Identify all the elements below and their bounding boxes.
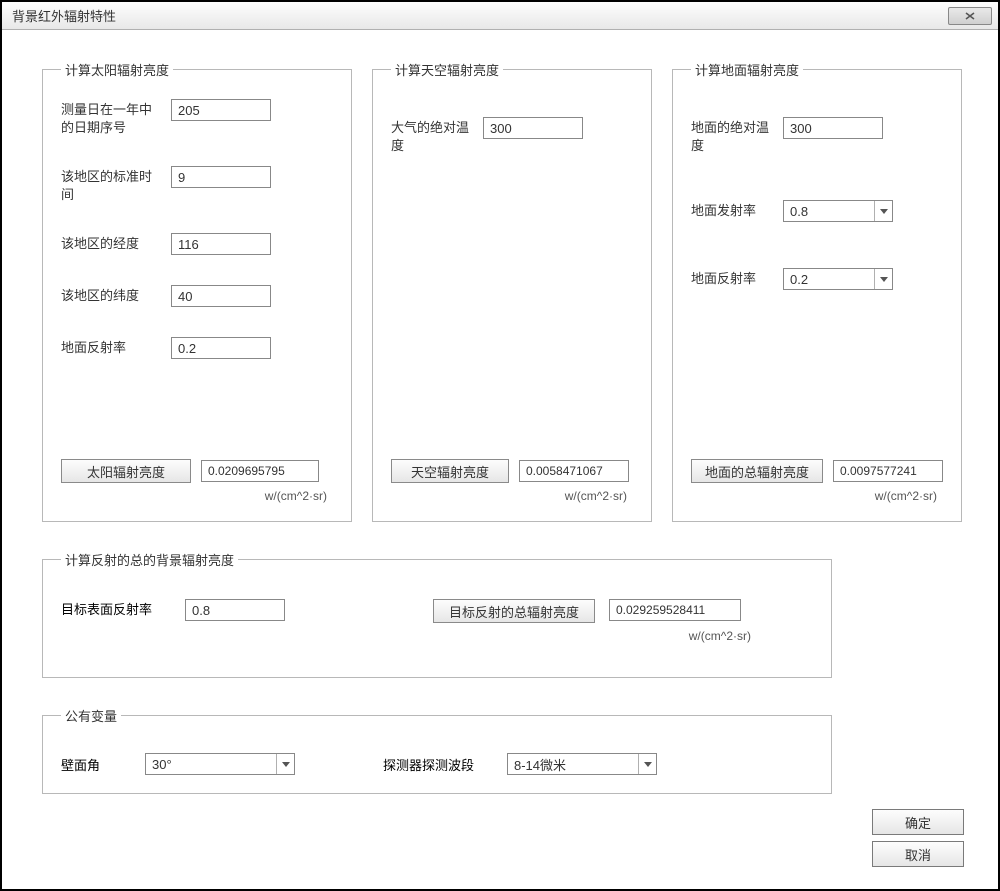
public-band-value: 8-14微米 — [508, 755, 638, 774]
ground-temp-input[interactable] — [783, 117, 883, 139]
chevron-down-icon — [276, 754, 294, 774]
ground-reflect-select[interactable]: 0.2 — [783, 268, 893, 290]
chevron-down-icon — [874, 201, 892, 221]
solar-day-label: 测量日在一年中的日期序号 — [61, 99, 171, 136]
solar-lon-label: 该地区的经度 — [61, 233, 171, 253]
ground-emiss-label: 地面发射率 — [691, 200, 783, 220]
group-solar-legend: 计算太阳辐射亮度 — [61, 60, 173, 79]
titlebar: 背景红外辐射特性 — [2, 2, 998, 30]
solar-reflect-input[interactable] — [171, 337, 271, 359]
ground-temp-label: 地面的绝对温度 — [691, 117, 783, 154]
group-solar: 计算太阳辐射亮度 测量日在一年中的日期序号 该地区的标准时间 该地区的经度 — [42, 60, 352, 522]
public-wall-value: 30° — [146, 757, 276, 772]
solar-lon-input[interactable] — [171, 233, 271, 255]
group-public-legend: 公有变量 — [61, 706, 121, 725]
dialog-content: 计算太阳辐射亮度 测量日在一年中的日期序号 该地区的标准时间 该地区的经度 — [2, 30, 998, 889]
reflect-result-button[interactable]: 目标反射的总辐射亮度 — [433, 599, 595, 623]
public-wall-select[interactable]: 30° — [145, 753, 295, 775]
ground-emiss-value: 0.8 — [784, 204, 874, 219]
group-ground-legend: 计算地面辐射亮度 — [691, 60, 803, 79]
group-sky: 计算天空辐射亮度 大气的绝对温度 天空辐射亮度 0.0058471067 w/(… — [372, 60, 652, 522]
group-reflect-legend: 计算反射的总的背景辐射亮度 — [61, 550, 238, 569]
cancel-button[interactable]: 取消 — [872, 841, 964, 867]
close-button[interactable] — [948, 7, 992, 25]
ground-reflect-label: 地面反射率 — [691, 268, 783, 288]
public-band-select[interactable]: 8-14微米 — [507, 753, 657, 775]
solar-day-input[interactable] — [171, 99, 271, 121]
dialog-window: 背景红外辐射特性 计算太阳辐射亮度 测量日在一年中的日期序号 该地区的标准时间 — [0, 0, 1000, 891]
reflect-unit: w/(cm^2·sr) — [61, 629, 757, 643]
public-band-label: 探测器探测波段 — [383, 755, 493, 774]
solar-stdtime-label: 该地区的标准时间 — [61, 166, 171, 203]
solar-lat-input[interactable] — [171, 285, 271, 307]
chevron-down-icon — [874, 269, 892, 289]
reflect-surf-label: 目标表面反射率 — [61, 599, 171, 618]
sky-unit: w/(cm^2·sr) — [391, 489, 633, 503]
sky-temp-input[interactable] — [483, 117, 583, 139]
window-title: 背景红外辐射特性 — [12, 6, 948, 25]
public-wall-label: 壁面角 — [61, 755, 131, 774]
ok-button[interactable]: 确定 — [872, 809, 964, 835]
top-row: 计算太阳辐射亮度 测量日在一年中的日期序号 该地区的标准时间 该地区的经度 — [42, 60, 968, 522]
ground-unit: w/(cm^2·sr) — [691, 489, 943, 503]
solar-unit: w/(cm^2·sr) — [61, 489, 333, 503]
group-public: 公有变量 壁面角 30° 探测器探测波段 8-14微米 — [42, 706, 832, 794]
solar-stdtime-input[interactable] — [171, 166, 271, 188]
chevron-down-icon — [638, 754, 656, 774]
group-reflect: 计算反射的总的背景辐射亮度 目标表面反射率 目标反射的总辐射亮度 0.02925… — [42, 550, 832, 678]
close-icon — [965, 9, 975, 23]
solar-result-value: 0.0209695795 — [201, 460, 319, 482]
ground-emiss-select[interactable]: 0.8 — [783, 200, 893, 222]
group-sky-legend: 计算天空辐射亮度 — [391, 60, 503, 79]
group-ground: 计算地面辐射亮度 地面的绝对温度 地面发射率 0.8 地面反射率 — [672, 60, 962, 522]
solar-result-button[interactable]: 太阳辐射亮度 — [61, 459, 191, 483]
reflect-result-value: 0.029259528411 — [609, 599, 741, 621]
sky-result-button[interactable]: 天空辐射亮度 — [391, 459, 509, 483]
solar-lat-label: 该地区的纬度 — [61, 285, 171, 305]
dialog-footer: 确定 取消 — [872, 809, 964, 867]
solar-reflect-label: 地面反射率 — [61, 337, 171, 357]
ground-reflect-value: 0.2 — [784, 272, 874, 287]
ground-result-button[interactable]: 地面的总辐射亮度 — [691, 459, 823, 483]
ground-result-value: 0.0097577241 — [833, 460, 943, 482]
sky-temp-label: 大气的绝对温度 — [391, 117, 483, 154]
reflect-surf-input[interactable] — [185, 599, 285, 621]
sky-result-value: 0.0058471067 — [519, 460, 629, 482]
